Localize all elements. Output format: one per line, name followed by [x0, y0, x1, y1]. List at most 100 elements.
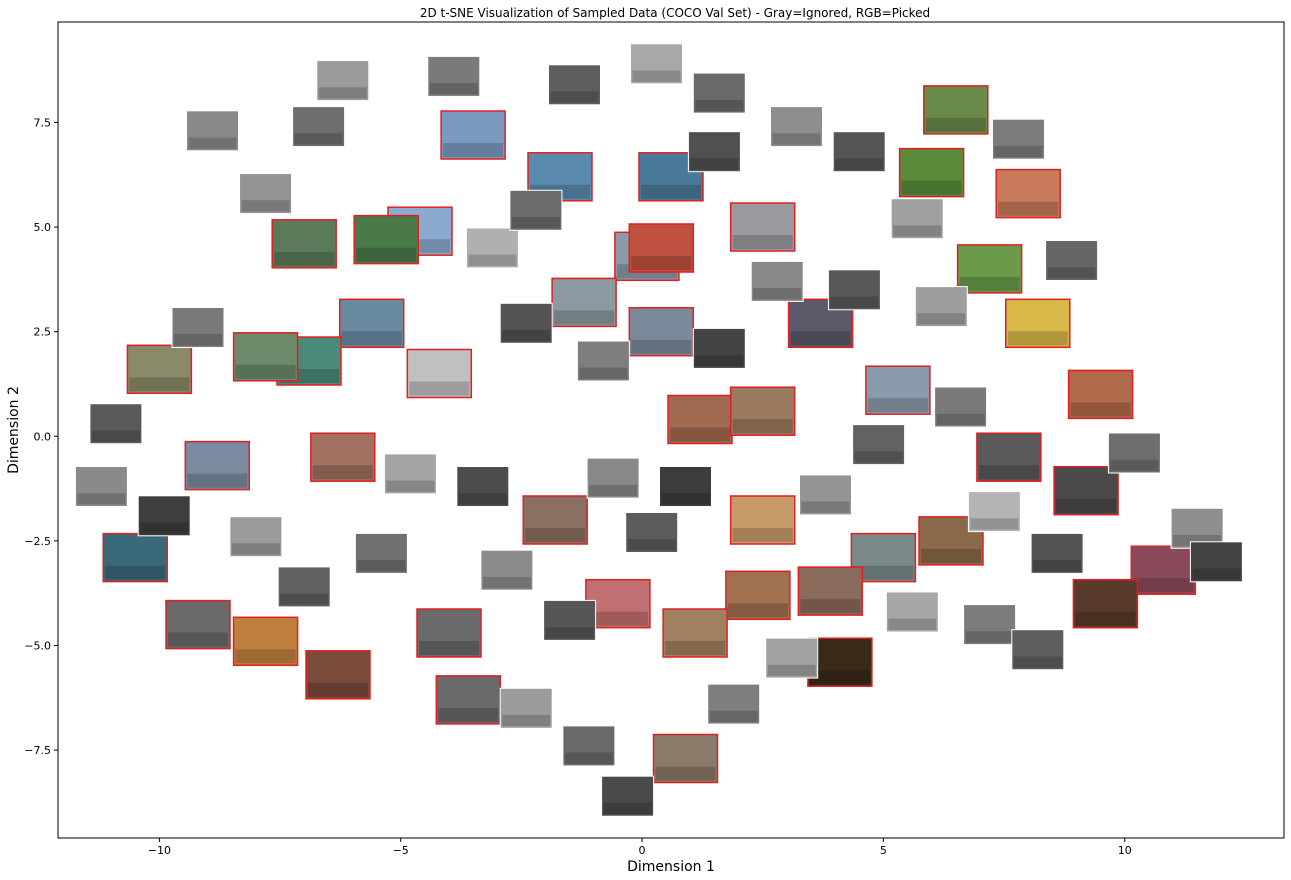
ignored-thumbnail-63 — [692, 327, 746, 369]
picked-thumbnail-35 — [126, 344, 193, 395]
x-tick-label-0: −10 — [148, 844, 171, 857]
x-tick-label-1: −5 — [393, 844, 409, 857]
ignored-thumbnail-90 — [934, 386, 988, 428]
ignored-thumbnail-69 — [171, 307, 225, 348]
ignored-thumbnail-89 — [852, 424, 906, 466]
picked-thumbnail-19 — [662, 608, 728, 658]
ignored-thumbnail-98 — [1107, 432, 1161, 474]
picked-thumbnail-0 — [1130, 545, 1197, 595]
ignored-thumbnail-92 — [1030, 532, 1084, 574]
ignored-thumbnail-55 — [770, 106, 823, 148]
y-tick-label-4: 2.5 — [34, 326, 52, 339]
picked-thumbnail-27 — [440, 110, 506, 160]
ignored-thumbnail-81 — [562, 725, 616, 767]
ignored-thumbnail-95 — [963, 604, 1017, 646]
ignored-thumbnail-85 — [625, 512, 679, 553]
ignored-thumbnail-61 — [827, 269, 881, 311]
ignored-thumbnail-91 — [967, 491, 1021, 533]
picked-thumbnail-21 — [435, 675, 502, 725]
y-tick-label-1: −5.0 — [24, 640, 51, 653]
ignored-thumbnail-59 — [1045, 240, 1099, 281]
ignored-thumbnail-74 — [277, 566, 331, 608]
ignored-thumbnail-72 — [137, 495, 191, 537]
ignored-thumbnail-97 — [1011, 629, 1065, 671]
x-axis-ticks: −10 −5 0 5 10 — [148, 838, 1132, 857]
ignored-thumbnail-80 — [499, 687, 553, 729]
picked-thumbnail-1 — [1067, 369, 1134, 420]
ignored-thumbnail-78 — [480, 549, 534, 591]
picked-thumbnail-5 — [898, 147, 965, 198]
ignored-thumbnail-56 — [832, 131, 886, 173]
ignored-thumbnail-65 — [499, 302, 553, 344]
picked-thumbnail-44 — [976, 432, 1042, 482]
picked-thumbnail-30 — [338, 298, 405, 349]
picked-thumbnail-38 — [102, 532, 168, 583]
picked-thumbnail-41 — [305, 650, 371, 700]
picked-thumbnail-7 — [1072, 578, 1139, 629]
picked-thumbnail-2 — [1005, 298, 1071, 349]
ignored-thumbnail-76 — [383, 453, 437, 495]
picked-thumbnail-23 — [551, 277, 617, 328]
picked-thumbnail-43 — [522, 495, 588, 545]
picked-thumbnail-25 — [628, 223, 695, 273]
ignored-thumbnail-84 — [765, 637, 819, 679]
ignored-thumbnail-60 — [914, 286, 968, 328]
ignored-thumbnail-88 — [799, 474, 852, 516]
ignored-thumbnail-68 — [239, 173, 293, 215]
ignored-thumbnail-62 — [750, 260, 804, 302]
picked-thumbnail-11 — [797, 566, 864, 616]
picked-thumbnail-42 — [416, 608, 482, 658]
ignored-thumbnail-51 — [427, 55, 481, 97]
x-tick-label-2: 0 — [639, 844, 646, 857]
y-axis-label: Dimension 2 — [6, 386, 22, 474]
picked-thumbnail-15 — [667, 394, 733, 445]
ignored-thumbnail-70 — [89, 403, 143, 445]
picked-thumbnail-24 — [628, 306, 695, 357]
ignored-thumbnail-52 — [548, 64, 601, 106]
picked-thumbnail-36 — [310, 432, 376, 482]
ignored-thumbnail-48 — [186, 110, 239, 152]
y-tick-label-6: 7.5 — [34, 116, 52, 129]
ignored-thumbnail-58 — [992, 118, 1045, 160]
ignored-thumbnail-50 — [316, 60, 370, 102]
picked-thumbnail-29 — [353, 214, 419, 265]
picked-thumbnail-8 — [1053, 465, 1119, 516]
picked-thumbnail-14 — [807, 637, 873, 687]
ignored-thumbnail-64 — [576, 340, 630, 382]
picked-thumbnail-45 — [865, 365, 931, 415]
picked-thumbnail-47 — [729, 202, 796, 252]
x-axis-label: Dimension 1 — [627, 859, 715, 875]
y-tick-label-2: −2.5 — [24, 535, 51, 548]
ignored-thumbnail-57 — [890, 198, 944, 240]
y-tick-label-0: −7.5 — [24, 744, 51, 757]
y-tick-label-3: 0.0 — [34, 430, 52, 443]
ignored-thumbnail-54 — [692, 72, 746, 114]
picked-thumbnail-20 — [652, 733, 719, 784]
chart-title: 2D t-SNE Visualization of Sampled Data (… — [420, 6, 930, 20]
ignored-thumbnail-83 — [707, 683, 761, 725]
ignored-thumbnail-73 — [229, 516, 283, 558]
picked-thumbnail-37 — [184, 440, 251, 491]
ignored-thumbnail-96 — [885, 591, 939, 633]
ignored-thumbnail-99 — [687, 131, 741, 173]
ignored-thumbnail-87 — [659, 466, 712, 507]
picked-thumbnail-31 — [271, 219, 337, 269]
picked-thumbnail-40 — [232, 616, 299, 667]
ignored-thumbnail-53 — [630, 43, 683, 85]
ignored-thumbnail-82 — [601, 775, 655, 817]
ignored-thumbnail-86 — [586, 457, 640, 499]
picked-thumbnail-4 — [923, 85, 989, 135]
ignored-thumbnail-67 — [509, 189, 563, 231]
picked-thumbnail-18 — [585, 578, 651, 629]
ignored-thumbnail-49 — [292, 106, 346, 148]
picked-thumbnail-12 — [729, 495, 796, 545]
ignored-thumbnail-77 — [456, 466, 510, 507]
ignored-thumbnail-75 — [354, 532, 408, 574]
picked-thumbnail-6 — [956, 244, 1023, 294]
picked-thumbnail-3 — [995, 168, 1061, 219]
picked-thumbnail-16 — [729, 386, 796, 436]
y-tick-label-5: 5.0 — [34, 221, 52, 234]
ignored-thumbnail-79 — [543, 599, 597, 641]
plot-frame — [57, 21, 1285, 839]
